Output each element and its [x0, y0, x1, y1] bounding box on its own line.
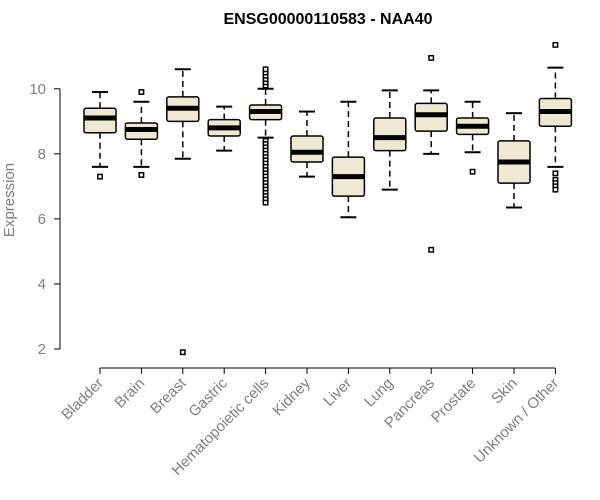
x-tick-label: Kidney [269, 374, 314, 419]
outlier-point [138, 172, 145, 178]
y-axis-label: Expression [1, 163, 18, 237]
y-axis: 2 4 6 8 10 [29, 81, 61, 358]
x-tick-label: Prostate [428, 375, 480, 427]
box-group [290, 110, 324, 178]
outlier-point [428, 54, 435, 61]
outlier-point [97, 173, 103, 180]
y-tick-label: 6 [38, 211, 46, 228]
y-tick-label: 4 [38, 276, 46, 293]
x-tick-label: Bladder [58, 375, 107, 424]
y-tick-label: 8 [38, 146, 46, 163]
y-tick-label: 10 [29, 81, 46, 98]
outlier-point [552, 186, 559, 193]
box-group [248, 66, 283, 206]
x-tick-label: Liver [320, 375, 355, 410]
x-tick-label: Brain [111, 375, 148, 412]
iqr-box [290, 135, 324, 163]
box-group [373, 89, 407, 191]
outlier-point [552, 170, 559, 177]
x-tick-label: Lung [361, 375, 397, 411]
chart-title: ENSG00000110583 - NAA40 [223, 11, 432, 28]
outlier-point [262, 199, 269, 206]
outlier-point [469, 168, 476, 175]
boxplot-series [83, 41, 573, 356]
box-group [124, 89, 159, 178]
box-group [414, 54, 448, 253]
box-group [538, 41, 573, 193]
outlier-point [428, 246, 435, 253]
box-group [455, 100, 490, 175]
box-group [331, 100, 366, 219]
box-group [207, 105, 241, 152]
x-tick-label: Skin [488, 375, 521, 408]
x-tick-label: Breast [147, 374, 190, 417]
outlier-point [262, 66, 269, 73]
box-group [497, 112, 531, 209]
iqr-box [373, 117, 407, 152]
outlier-point [138, 89, 145, 95]
outlier-point [179, 349, 186, 356]
outlier-point [552, 41, 559, 48]
y-tick-label: 2 [38, 341, 46, 358]
box-group [166, 68, 200, 356]
box-group [83, 91, 117, 180]
